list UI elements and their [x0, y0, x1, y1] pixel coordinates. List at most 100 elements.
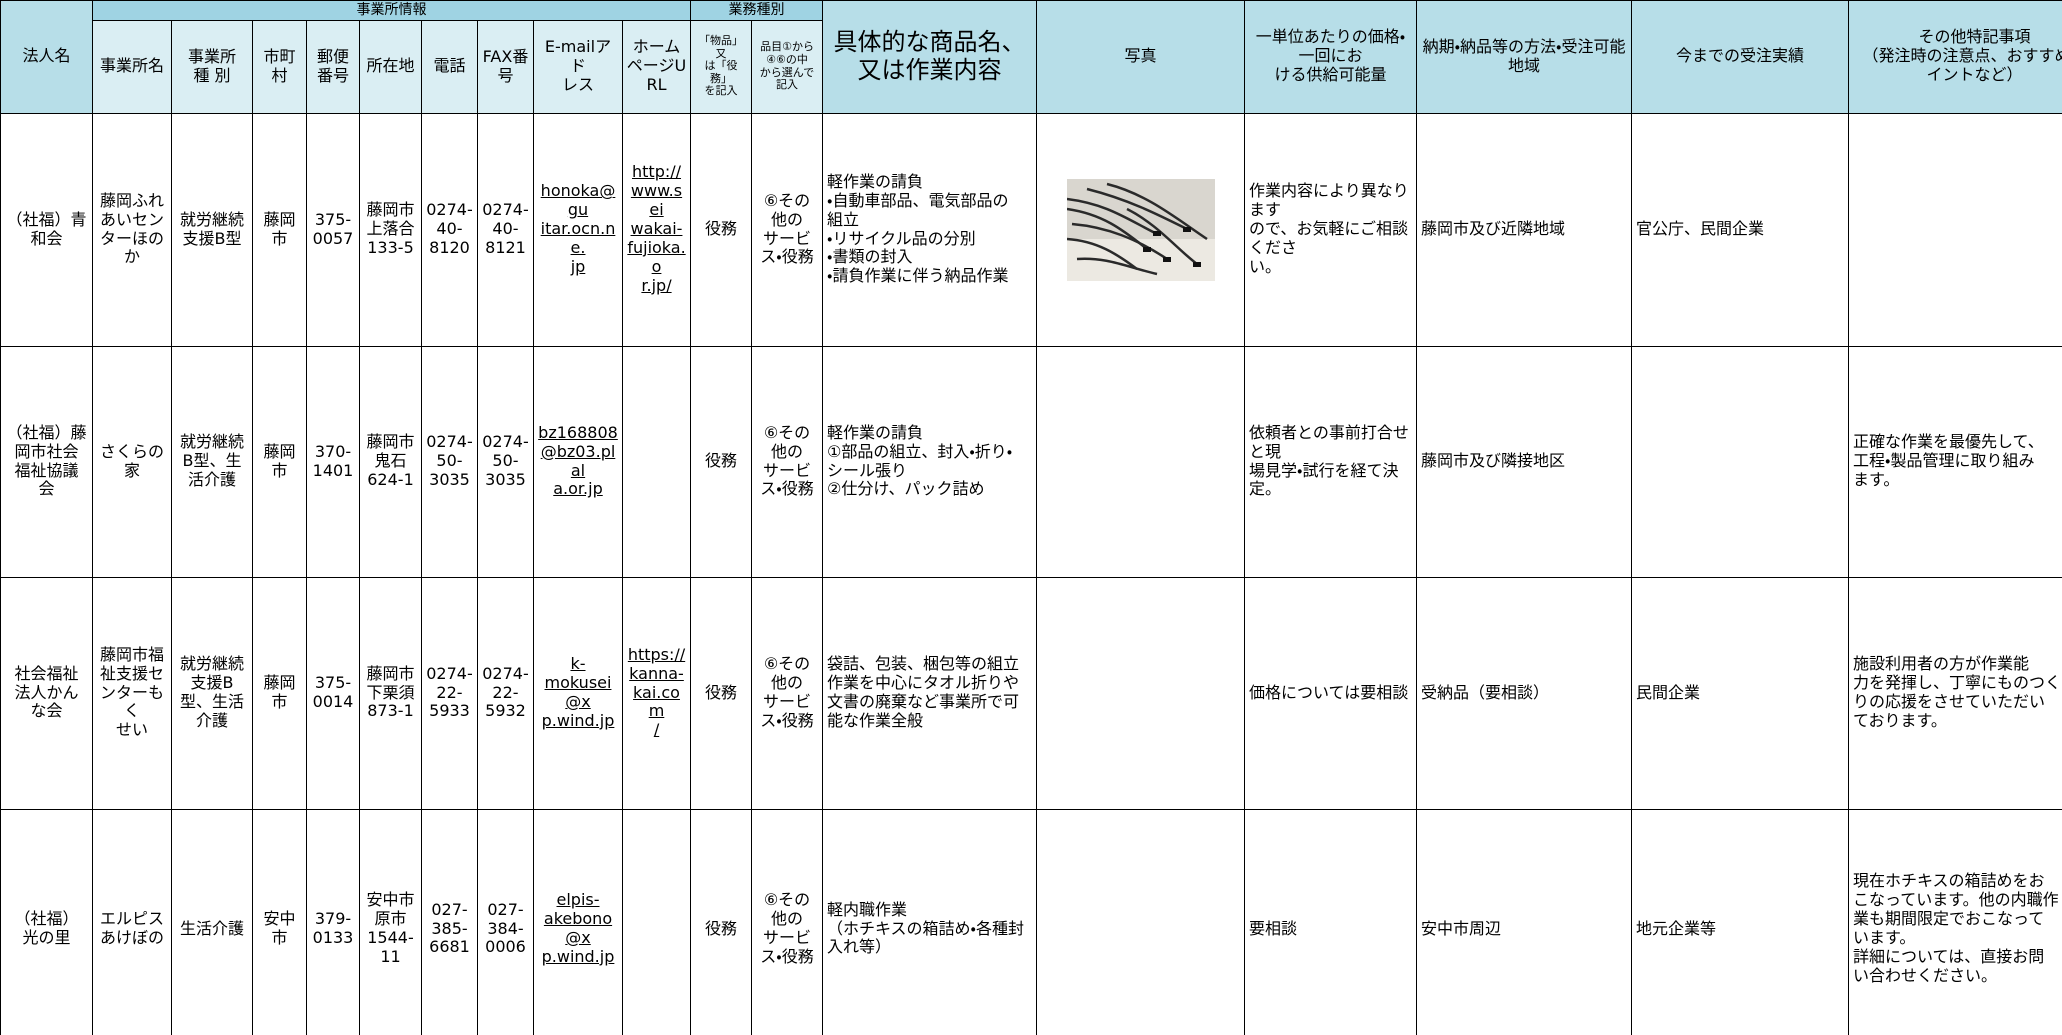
table-cell: 軽内職作業 （ホチキスの箱詰め・各種封 入れ等） [822, 808, 1038, 1035]
table-cell: （社福）青 和会 [0, 112, 93, 347]
table-cell: 0274- 22- 5932 [477, 576, 534, 810]
table-cell: 375- 0014 [306, 576, 360, 810]
cell-text: 作業内容により異なります ので、お気軽にご相談くださ い。 [1249, 181, 1409, 276]
header-row: 事業所名 事業所 種 別市町村 郵便 番号 所在地 電話 FAX番 号 E-mailアド レ… [1, 19, 2062, 114]
table-cell: 依頼者との事前打合せと現 場見学・試行を経て決定。 [1244, 345, 1418, 578]
table-cell: bz168808 @bz03.plal a.or.jp [533, 345, 623, 578]
table-cell: elpis- akebono@x p.wind.jp [533, 808, 623, 1035]
table-cell: 379- 0133 [306, 808, 360, 1035]
table-cell [1036, 112, 1246, 347]
table-cell: 軽作業の請負 ①部品の組立、封入・折り・ シール張り ②仕分け、パック詰め [822, 345, 1038, 578]
table-cell: 受納品（要相談） [1416, 576, 1633, 810]
cell-text: 027- 384- 0006 [485, 899, 526, 957]
cell-text: 役務 [705, 451, 738, 471]
email-link[interactable]: honoka@gu itar.ocn.ne. jp [540, 181, 616, 276]
column-header: 電話 [421, 19, 478, 114]
table-cell: 就労継続 B型、生 活介護 [171, 345, 253, 578]
cell-text: 370- 1401 [312, 441, 354, 480]
table-cell: 官公庁、民間企業 [1631, 112, 1850, 347]
table-cell: 藤岡市 下栗須 873-1 [359, 576, 422, 810]
table-cell: 就労継続 支援B 型、生活 介護 [171, 576, 253, 810]
cell-text: 藤岡市 鬼石 624-1 [366, 432, 415, 489]
column-header: 一単位あたりの価格・一回にお ける供給可能量 [1244, 0, 1418, 114]
column-header: 市町村 [252, 19, 307, 114]
table-cell: 0274- 22- 5933 [421, 576, 478, 810]
cell-text: 価格については要相談 [1249, 682, 1409, 702]
table-cell: 価格については要相談 [1244, 576, 1418, 810]
cell-text: 軽内職作業 （ホチキスの箱詰め・各種封 入れ等） [827, 899, 1024, 957]
url-link[interactable]: http:// www.sei wakai- fujioka.o r.jp/ [627, 162, 686, 295]
product-photo [1067, 178, 1216, 281]
table-cell: 藤岡 市 [252, 112, 307, 347]
table-cell: 軽作業の請負 ・自動車部品、電気部品の 組立 ・リサイクル品の分別 ・書類の封入… [822, 112, 1038, 347]
table-cell: ⑥その 他の サービ ス・役務 [751, 808, 824, 1035]
cell-text: 375- 0014 [312, 673, 354, 712]
column-header: 所在地 [359, 19, 422, 114]
table-cell: 役務 [690, 112, 753, 347]
table-cell: 社会福祉 法人かん な会 [0, 576, 93, 810]
table-cell: 役務 [690, 576, 753, 810]
table-row: 社会福祉 法人かん な会 藤岡市福 祉支援セ ンターもく せい 就労継続 支援B 型… [0, 576, 2062, 810]
column-header: 品目①から ④⑥の中 から選んで 記入 [751, 19, 824, 114]
email-link[interactable]: bz168808 @bz03.plal a.or.jp [538, 422, 618, 499]
table-cell: 藤岡市及び隣接地区 [1416, 345, 1633, 578]
table-header: 法人名 事業所情報 業務種別 具体的な商品名、 又は作業内容 写真 一単位あたりの価格・一… [0, 0, 2062, 114]
table-cell: 施設利用者の方が作業能 力を発揮し、丁寧にものつく りの応援をさせていただい て… [1848, 576, 2062, 810]
cell-text: 官公庁、民間企業 [1636, 219, 1765, 239]
group-header: 業務種別 [690, 0, 824, 21]
column-header: 「物品」又 は「役務」 を記入 [690, 19, 753, 114]
cell-text: 0274- 40- 8121 [482, 200, 529, 257]
table-row: （社福）青 和会 藤岡ふれ あいセン ターほの か就労継続 支援B型 藤岡 市 375… [0, 112, 2062, 347]
cell-text: 役務 [705, 219, 738, 239]
table-cell: honoka@gu itar.ocn.ne. jp [533, 112, 623, 347]
table-cell [621, 808, 692, 1035]
column-header: 今までの受注実績 [1631, 0, 1850, 114]
column-header: FAX番 号 [477, 19, 534, 114]
cell-text: （社福） 光の里 [14, 909, 79, 948]
table-cell: 袋詰、包装、梱包等の組立 作業を中心にタオル折りや 文書の廃棄など事業所で可 能… [822, 576, 1038, 810]
table-cell: 藤岡市 鬼石 624-1 [359, 345, 422, 578]
cell-text: 施設利用者の方が作業能 力を発揮し、丁寧にものつく りの応援をさせていただい て… [1853, 654, 2062, 730]
cell-text: 375- 0057 [312, 209, 354, 248]
cell-text: 0274- 50- 3035 [426, 432, 473, 489]
cell-text: 0274- 22- 5933 [426, 663, 473, 721]
column-header: 写真 [1036, 0, 1246, 114]
cell-text: 379- 0133 [312, 909, 354, 948]
cell-text: 受納品（要相談） [1421, 682, 1550, 702]
cell-text: 0274- 40- 8120 [426, 200, 473, 257]
cell-text: さくらの家 [99, 441, 164, 480]
email-link[interactable]: elpis- akebono@x p.wind.jp [541, 890, 615, 966]
cell-text: （社福）青 和会 [6, 209, 87, 248]
table-cell: 生活介護 [171, 808, 253, 1035]
table-cell [1848, 112, 2062, 347]
url-link[interactable]: https:// kanna- kai.com / [627, 644, 686, 740]
email-link[interactable]: k- mokusei@x p.wind.jp [541, 654, 615, 730]
table-cell: 現在ホチキスの箱詰めをお こなっています。他の内職作 業も期間限定でおこなって … [1848, 808, 2062, 1035]
table-row: （社福） 光の里 エルピス あけぼの 生活介護 安中 市 379- 0133 安中市 原市… [0, 808, 2062, 1035]
table-cell: 就労継続 支援B型 [171, 112, 253, 347]
table-cell: 地元企業等 [1631, 808, 1850, 1035]
cell-text: 社会福祉 法人かん な会 [14, 663, 79, 721]
table-cell: 藤岡市 上落合 133-5 [359, 112, 422, 347]
table-cell: 正確な作業を最優先して、 工程・製品管理に取り組み ます。 [1848, 345, 2062, 578]
cell-text: エルピス あけぼの [99, 909, 164, 948]
cell-text: 0274- 50- 3035 [482, 432, 529, 489]
cell-text: 就労継続 B型、生 活介護 [179, 432, 244, 489]
cell-text: ⑥その 他の サービ ス・役務 [760, 654, 814, 730]
table-cell: 0274- 40- 8120 [421, 112, 478, 347]
table-cell [1036, 576, 1246, 810]
column-header: 納期・納品等の方法・受注可能 地域 [1416, 0, 1633, 114]
cell-text: ⑥その 他の サービ ス・役務 [760, 422, 814, 499]
cell-text: 依頼者との事前打合せと現 場見学・試行を経て決定。 [1249, 422, 1409, 499]
table-cell: ⑥その 他の サービ ス・役務 [751, 112, 824, 347]
table-cell [1631, 345, 1850, 578]
cell-text: 027- 385- 6681 [429, 899, 470, 957]
table-cell: 藤岡 市 [252, 345, 307, 578]
table-cell: 作業内容により異なります ので、お気軽にご相談くださ い。 [1244, 112, 1418, 347]
cell-text: 民間企業 [1636, 682, 1701, 702]
table-cell: 027- 384- 0006 [477, 808, 534, 1035]
cell-text: 安中市 原市 1544- 11 [366, 890, 415, 966]
cell-text: 藤岡 市 [263, 209, 296, 248]
table-cell: https:// kanna- kai.com / [621, 576, 692, 810]
